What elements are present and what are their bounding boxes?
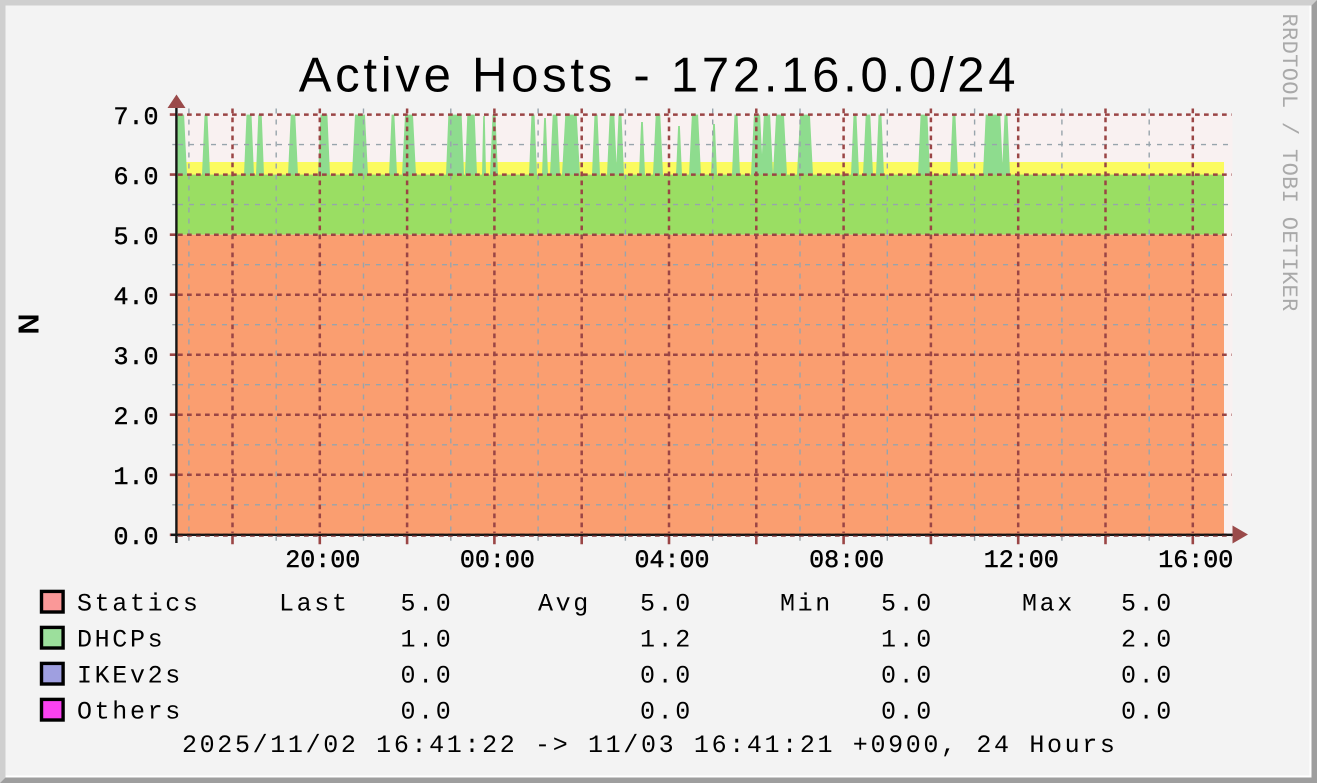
svg-text:Min: Min: [780, 590, 833, 619]
svg-text:2025/11/02 16:41:22 -> 11/03 1: 2025/11/02 16:41:22 -> 11/03 16:41:21 +0…: [182, 731, 1118, 760]
svg-text:0.0: 0.0: [113, 523, 158, 552]
svg-text:Statics: Statics: [77, 590, 201, 619]
svg-text:N: N: [14, 314, 46, 335]
svg-text:1.0: 1.0: [401, 626, 454, 655]
svg-text:0.0: 0.0: [881, 662, 934, 691]
svg-text:1.2: 1.2: [640, 626, 693, 655]
svg-text:04:00: 04:00: [634, 546, 709, 575]
svg-text:5.0: 5.0: [881, 590, 934, 619]
svg-text:3.0: 3.0: [113, 343, 158, 372]
svg-text:4.0: 4.0: [113, 283, 158, 312]
svg-text:7.0: 7.0: [113, 103, 158, 132]
svg-text:RRDTOOL / TOBI OETIKER: RRDTOOL / TOBI OETIKER: [1276, 14, 1301, 312]
svg-text:08:00: 08:00: [809, 546, 884, 575]
svg-text:IKEv2s: IKEv2s: [77, 662, 183, 691]
svg-text:12:00: 12:00: [984, 546, 1059, 575]
svg-text:2.0: 2.0: [113, 403, 158, 432]
svg-text:1.0: 1.0: [113, 463, 158, 492]
svg-text:Avg: Avg: [538, 590, 591, 619]
svg-text:Max: Max: [1022, 590, 1075, 619]
svg-text:Last: Last: [279, 590, 350, 619]
svg-text:0.0: 0.0: [1121, 662, 1174, 691]
svg-text:5.0: 5.0: [113, 223, 158, 252]
svg-text:0.0: 0.0: [1121, 698, 1174, 727]
svg-text:Active Hosts - 172.16.0.0/24: Active Hosts - 172.16.0.0/24: [299, 49, 1020, 103]
svg-text:DHCPs: DHCPs: [77, 626, 165, 655]
svg-text:2.0: 2.0: [1121, 626, 1174, 655]
svg-text:5.0: 5.0: [640, 590, 693, 619]
svg-text:5.0: 5.0: [401, 590, 454, 619]
svg-text:20:00: 20:00: [285, 546, 360, 575]
svg-text:5.0: 5.0: [1121, 590, 1174, 619]
svg-text:16:00: 16:00: [1158, 546, 1233, 575]
svg-text:0.0: 0.0: [640, 698, 693, 727]
svg-text:00:00: 00:00: [460, 546, 535, 575]
svg-text:0.0: 0.0: [640, 662, 693, 691]
svg-text:0.0: 0.0: [881, 698, 934, 727]
svg-text:0.0: 0.0: [401, 698, 454, 727]
svg-text:6.0: 6.0: [113, 163, 158, 192]
svg-text:Others: Others: [77, 698, 183, 727]
svg-text:0.0: 0.0: [401, 662, 454, 691]
svg-text:1.0: 1.0: [881, 626, 934, 655]
